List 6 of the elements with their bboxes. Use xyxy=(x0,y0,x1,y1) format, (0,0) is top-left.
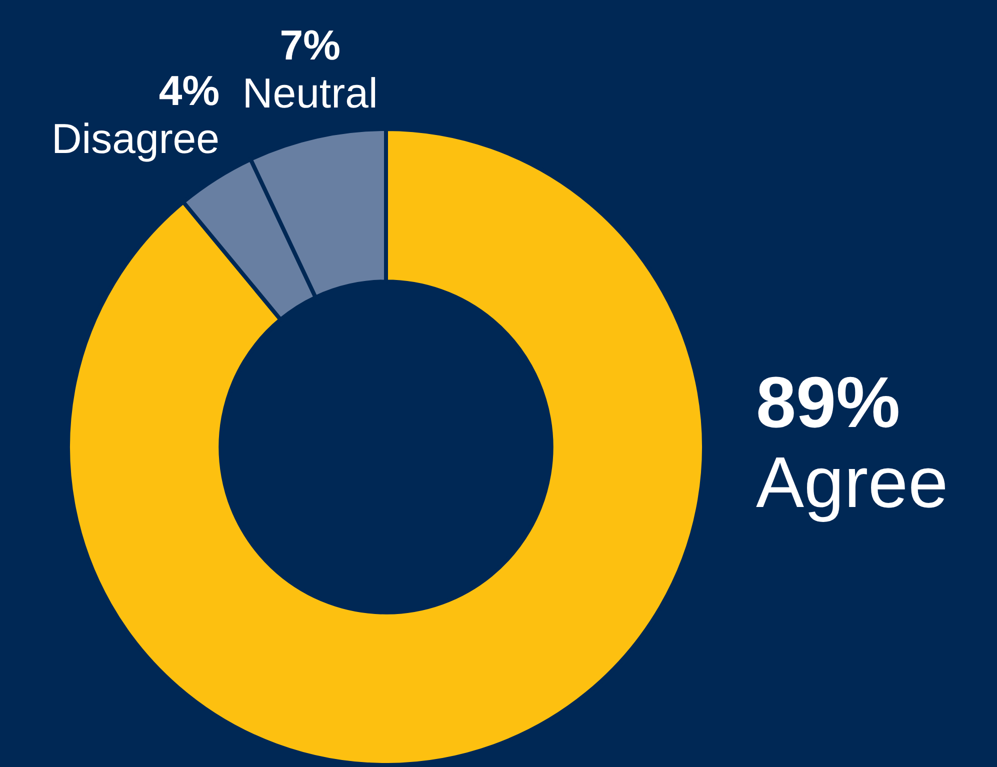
data-label: 7% xyxy=(280,21,340,68)
data-label: 4% xyxy=(158,67,220,114)
slice-label: Disagree xyxy=(51,115,220,162)
slice-label: Neutral xyxy=(242,69,378,116)
data-label: 89% xyxy=(756,363,900,443)
slice-label: Agree xyxy=(756,443,948,523)
